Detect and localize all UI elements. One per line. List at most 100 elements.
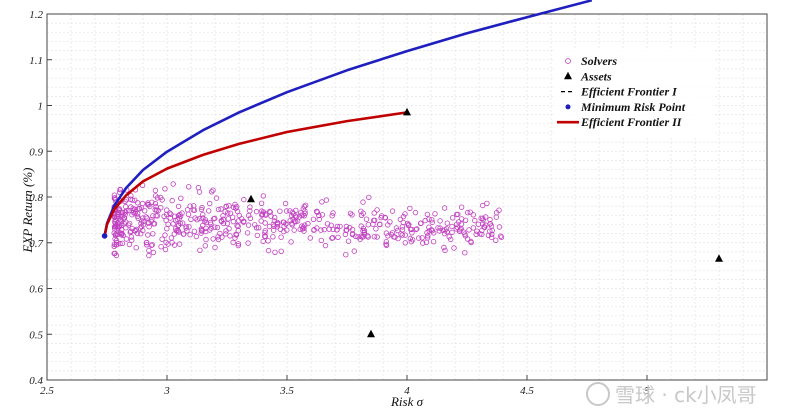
solver-point	[270, 234, 276, 240]
solver-point	[116, 224, 122, 230]
solver-point	[322, 242, 329, 249]
solver-point	[186, 224, 192, 230]
solver-point	[224, 210, 231, 216]
solver-point	[319, 212, 326, 218]
solver-point	[413, 226, 419, 233]
solver-point	[271, 218, 278, 224]
solver-point	[218, 218, 225, 225]
solver-point	[133, 244, 139, 251]
asset-point	[715, 254, 723, 262]
solver-point	[440, 227, 446, 233]
solver-point	[146, 223, 152, 230]
solver-point	[169, 197, 175, 204]
solver-point	[111, 250, 117, 257]
solver-point	[459, 216, 465, 222]
solver-point	[143, 239, 150, 246]
solver-point	[157, 194, 164, 201]
solver-point	[426, 216, 432, 222]
solver-point	[265, 238, 271, 244]
solver-point	[230, 218, 237, 225]
solver-point	[489, 231, 495, 237]
solver-point	[211, 216, 217, 222]
solver-point	[210, 187, 216, 193]
solver-point	[262, 229, 268, 236]
solver-point	[345, 238, 352, 244]
legend-label: Efficient Frontier I	[580, 85, 678, 99]
solver-point	[244, 230, 251, 236]
solver-point	[449, 223, 455, 230]
solver-point	[329, 212, 335, 219]
solver-point	[159, 236, 165, 242]
solver-point	[407, 235, 413, 242]
solver-point	[203, 236, 209, 243]
solver-point	[259, 212, 265, 218]
solver-point	[326, 226, 332, 232]
solver-point	[230, 204, 237, 210]
solver-point	[206, 200, 213, 207]
solver-point	[136, 205, 143, 212]
solver-point	[220, 213, 226, 219]
solver-point	[429, 217, 435, 223]
solver-point	[235, 241, 242, 247]
solver-point	[443, 226, 450, 232]
solver-point	[498, 234, 505, 240]
solver-point	[323, 197, 330, 203]
solver-point	[148, 218, 154, 225]
solver-point	[247, 215, 254, 221]
solver-point	[430, 238, 437, 245]
solver-point	[163, 207, 170, 213]
solver-point	[497, 233, 504, 239]
solver-point	[226, 225, 232, 232]
solver-point	[479, 227, 485, 234]
solver-point	[117, 217, 123, 223]
solver-point	[444, 220, 450, 226]
solver-point	[235, 242, 241, 249]
solver-point	[245, 222, 252, 228]
solver-point	[324, 221, 331, 227]
legend-assets-marker	[564, 71, 572, 80]
minimum-risk-point	[101, 233, 108, 239]
solver-point	[493, 237, 499, 243]
solver-point	[149, 199, 155, 205]
solver-point	[330, 210, 336, 216]
solver-point	[409, 230, 415, 236]
solver-point	[185, 211, 192, 217]
solver-point	[222, 231, 229, 237]
solver-point	[360, 210, 366, 216]
solver-point	[200, 211, 206, 218]
solver-point	[265, 247, 272, 254]
solver-point	[462, 233, 469, 239]
solver-point	[383, 238, 389, 245]
solver-point	[334, 227, 340, 233]
solver-point	[334, 223, 341, 230]
solver-point	[365, 233, 371, 239]
solver-point	[370, 221, 376, 227]
solver-point	[203, 219, 209, 226]
solver-point	[343, 223, 350, 230]
solver-point	[301, 203, 307, 210]
solver-point	[128, 193, 134, 199]
solver-point	[454, 224, 461, 230]
y-tick-label: 0.8	[29, 192, 43, 204]
solver-point	[407, 226, 414, 233]
solver-point	[441, 244, 447, 251]
solver-point	[114, 239, 120, 246]
y-tick-label: 1	[38, 101, 44, 113]
legend-label: Efficient Frontier II	[580, 115, 683, 129]
solver-point	[419, 235, 425, 241]
solver-point	[262, 233, 268, 239]
solver-point	[442, 247, 448, 254]
solver-point	[357, 236, 363, 242]
x-tick-label: 3.5	[279, 385, 294, 397]
solver-point	[199, 204, 205, 211]
solver-point	[397, 216, 404, 223]
solver-point	[153, 207, 160, 213]
y-tick-label: 0.6	[29, 284, 43, 296]
solver-point	[435, 225, 441, 231]
efficient-frontier-2-line	[103, 111, 408, 237]
y-tick-label: 0.5	[29, 329, 43, 341]
solver-point	[170, 181, 176, 187]
solver-point	[462, 249, 468, 256]
solver-point	[468, 239, 474, 246]
